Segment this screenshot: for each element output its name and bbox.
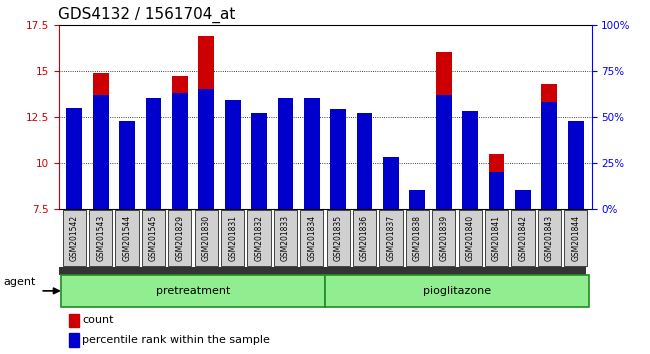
- FancyBboxPatch shape: [89, 210, 112, 266]
- FancyBboxPatch shape: [406, 210, 429, 266]
- Bar: [304, 98, 320, 209]
- Text: GSM201832: GSM201832: [255, 215, 263, 261]
- Bar: [436, 95, 452, 209]
- Text: GSM201839: GSM201839: [439, 215, 448, 261]
- Bar: [198, 36, 214, 209]
- Bar: [278, 98, 293, 209]
- FancyBboxPatch shape: [512, 210, 534, 266]
- Bar: [489, 154, 504, 209]
- Bar: [251, 170, 267, 209]
- FancyBboxPatch shape: [142, 210, 165, 266]
- FancyBboxPatch shape: [168, 210, 192, 266]
- Bar: [330, 109, 346, 209]
- Bar: [251, 113, 267, 209]
- Bar: [383, 194, 399, 209]
- FancyBboxPatch shape: [221, 210, 244, 266]
- Bar: [225, 100, 240, 209]
- FancyBboxPatch shape: [194, 210, 218, 266]
- Text: GDS4132 / 1561704_at: GDS4132 / 1561704_at: [58, 7, 236, 23]
- Bar: [357, 113, 372, 209]
- FancyBboxPatch shape: [61, 275, 325, 307]
- Bar: [515, 190, 531, 209]
- Bar: [567, 120, 584, 209]
- Bar: [146, 98, 161, 209]
- Text: count: count: [83, 315, 114, 325]
- Text: GSM201840: GSM201840: [465, 215, 474, 261]
- FancyBboxPatch shape: [300, 210, 324, 266]
- Bar: [93, 73, 109, 209]
- Bar: [66, 108, 83, 209]
- Text: GSM201545: GSM201545: [149, 215, 158, 261]
- Text: GSM201831: GSM201831: [228, 215, 237, 261]
- Bar: [541, 84, 557, 209]
- FancyBboxPatch shape: [353, 210, 376, 266]
- Text: GSM201841: GSM201841: [492, 215, 501, 261]
- Bar: [410, 201, 425, 209]
- Text: GSM201543: GSM201543: [96, 215, 105, 261]
- Bar: [119, 120, 135, 209]
- Text: GSM201842: GSM201842: [519, 215, 527, 261]
- FancyBboxPatch shape: [432, 210, 456, 266]
- Text: pretreatment: pretreatment: [156, 286, 230, 296]
- Bar: [172, 76, 188, 209]
- Bar: [330, 132, 346, 209]
- Bar: [462, 155, 478, 209]
- Bar: [462, 111, 478, 209]
- Text: GSM201833: GSM201833: [281, 215, 290, 261]
- FancyBboxPatch shape: [380, 210, 402, 266]
- Text: GSM201542: GSM201542: [70, 215, 79, 261]
- Bar: [436, 52, 452, 209]
- Bar: [198, 89, 214, 209]
- Text: GSM201836: GSM201836: [360, 215, 369, 261]
- Text: GSM201544: GSM201544: [123, 215, 131, 261]
- Bar: [357, 152, 372, 209]
- Bar: [515, 207, 531, 209]
- Text: pioglitazone: pioglitazone: [423, 286, 491, 296]
- Bar: [489, 172, 504, 209]
- FancyBboxPatch shape: [564, 210, 588, 266]
- Text: percentile rank within the sample: percentile rank within the sample: [83, 335, 270, 345]
- FancyBboxPatch shape: [326, 210, 350, 266]
- FancyBboxPatch shape: [325, 275, 589, 307]
- Bar: [410, 190, 425, 209]
- Bar: [225, 106, 240, 209]
- FancyBboxPatch shape: [274, 210, 297, 266]
- Bar: [146, 102, 161, 209]
- Text: GSM201835: GSM201835: [333, 215, 343, 261]
- Bar: [278, 98, 293, 209]
- FancyBboxPatch shape: [116, 210, 138, 266]
- FancyBboxPatch shape: [62, 210, 86, 266]
- Bar: [541, 102, 557, 209]
- Bar: [66, 108, 83, 209]
- Text: GSM201837: GSM201837: [387, 215, 395, 261]
- Text: GSM201834: GSM201834: [307, 215, 317, 261]
- Bar: [567, 170, 584, 209]
- FancyBboxPatch shape: [458, 210, 482, 266]
- Text: GSM201830: GSM201830: [202, 215, 211, 261]
- Bar: [69, 333, 79, 347]
- Bar: [58, 267, 586, 275]
- FancyBboxPatch shape: [248, 210, 270, 266]
- FancyBboxPatch shape: [485, 210, 508, 266]
- Bar: [304, 98, 320, 209]
- Text: GSM201844: GSM201844: [571, 215, 580, 261]
- Bar: [119, 154, 135, 209]
- Text: GSM201838: GSM201838: [413, 215, 422, 261]
- FancyBboxPatch shape: [538, 210, 561, 266]
- Bar: [383, 157, 399, 209]
- Bar: [93, 95, 109, 209]
- Bar: [69, 314, 79, 327]
- Text: GSM201829: GSM201829: [176, 215, 185, 261]
- Text: agent: agent: [3, 276, 36, 286]
- Bar: [172, 93, 188, 209]
- Text: GSM201843: GSM201843: [545, 215, 554, 261]
